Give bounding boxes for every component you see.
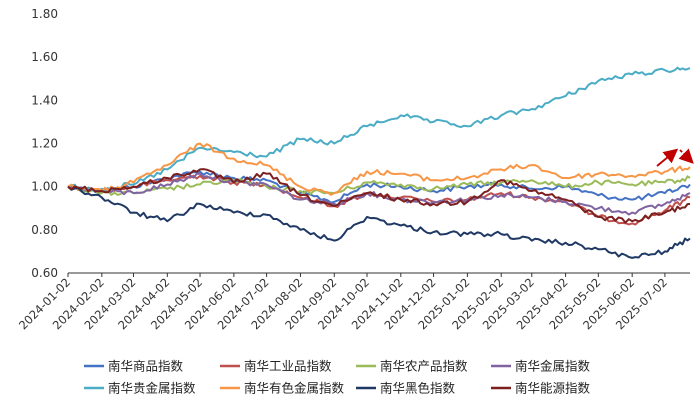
legend-item: 南华农产品指数: [356, 359, 468, 374]
legend-item: 南华商品指数: [84, 359, 184, 374]
legend-item: 南华工业品指数: [220, 359, 332, 374]
legend-label: 南华黑色指数: [380, 381, 456, 396]
y-tick-label: 1.00: [31, 180, 58, 194]
series-line-2: [67, 175, 691, 196]
x-axis: 2024-01-022024-02-022024-03-022024-04-02…: [16, 272, 690, 332]
legend-label: 南华金属指数: [515, 359, 591, 374]
series-line-5: [67, 142, 691, 196]
trend-arrows: [656, 148, 694, 167]
legend-label: 南华工业品指数: [244, 359, 332, 374]
y-tick-label: 1.20: [31, 137, 58, 151]
legend-item: 南华贵金属指数: [84, 381, 196, 396]
legend-label: 南华农产品指数: [380, 359, 468, 374]
series-line-7: [67, 168, 691, 224]
series-line-4: [67, 66, 691, 192]
arrow-down: [678, 148, 694, 164]
legend-item: 南华有色金属指数: [220, 381, 345, 396]
y-tick-label: 1.60: [31, 50, 58, 64]
arrow-up: [656, 148, 679, 167]
legend-label: 南华能源指数: [515, 381, 591, 396]
legend-label: 南华有色金属指数: [244, 381, 345, 396]
y-tick-label: 0.60: [31, 266, 58, 280]
y-tick-label: 0.80: [31, 223, 58, 237]
legend-label: 南华贵金属指数: [108, 381, 196, 396]
series-line-6: [67, 185, 691, 259]
legend-item: 南华金属指数: [491, 359, 591, 374]
y-axis: 0.60 0.80 1.00 1.20 1.40 1.60 1.80: [31, 7, 58, 280]
legend-item: 南华黑色指数: [356, 381, 456, 396]
y-tick-label: 1.80: [31, 7, 58, 21]
series-lines: [67, 66, 691, 259]
legend-item: 南华能源指数: [491, 381, 591, 396]
legend-label: 南华商品指数: [108, 359, 184, 374]
y-tick-label: 1.40: [31, 93, 58, 107]
